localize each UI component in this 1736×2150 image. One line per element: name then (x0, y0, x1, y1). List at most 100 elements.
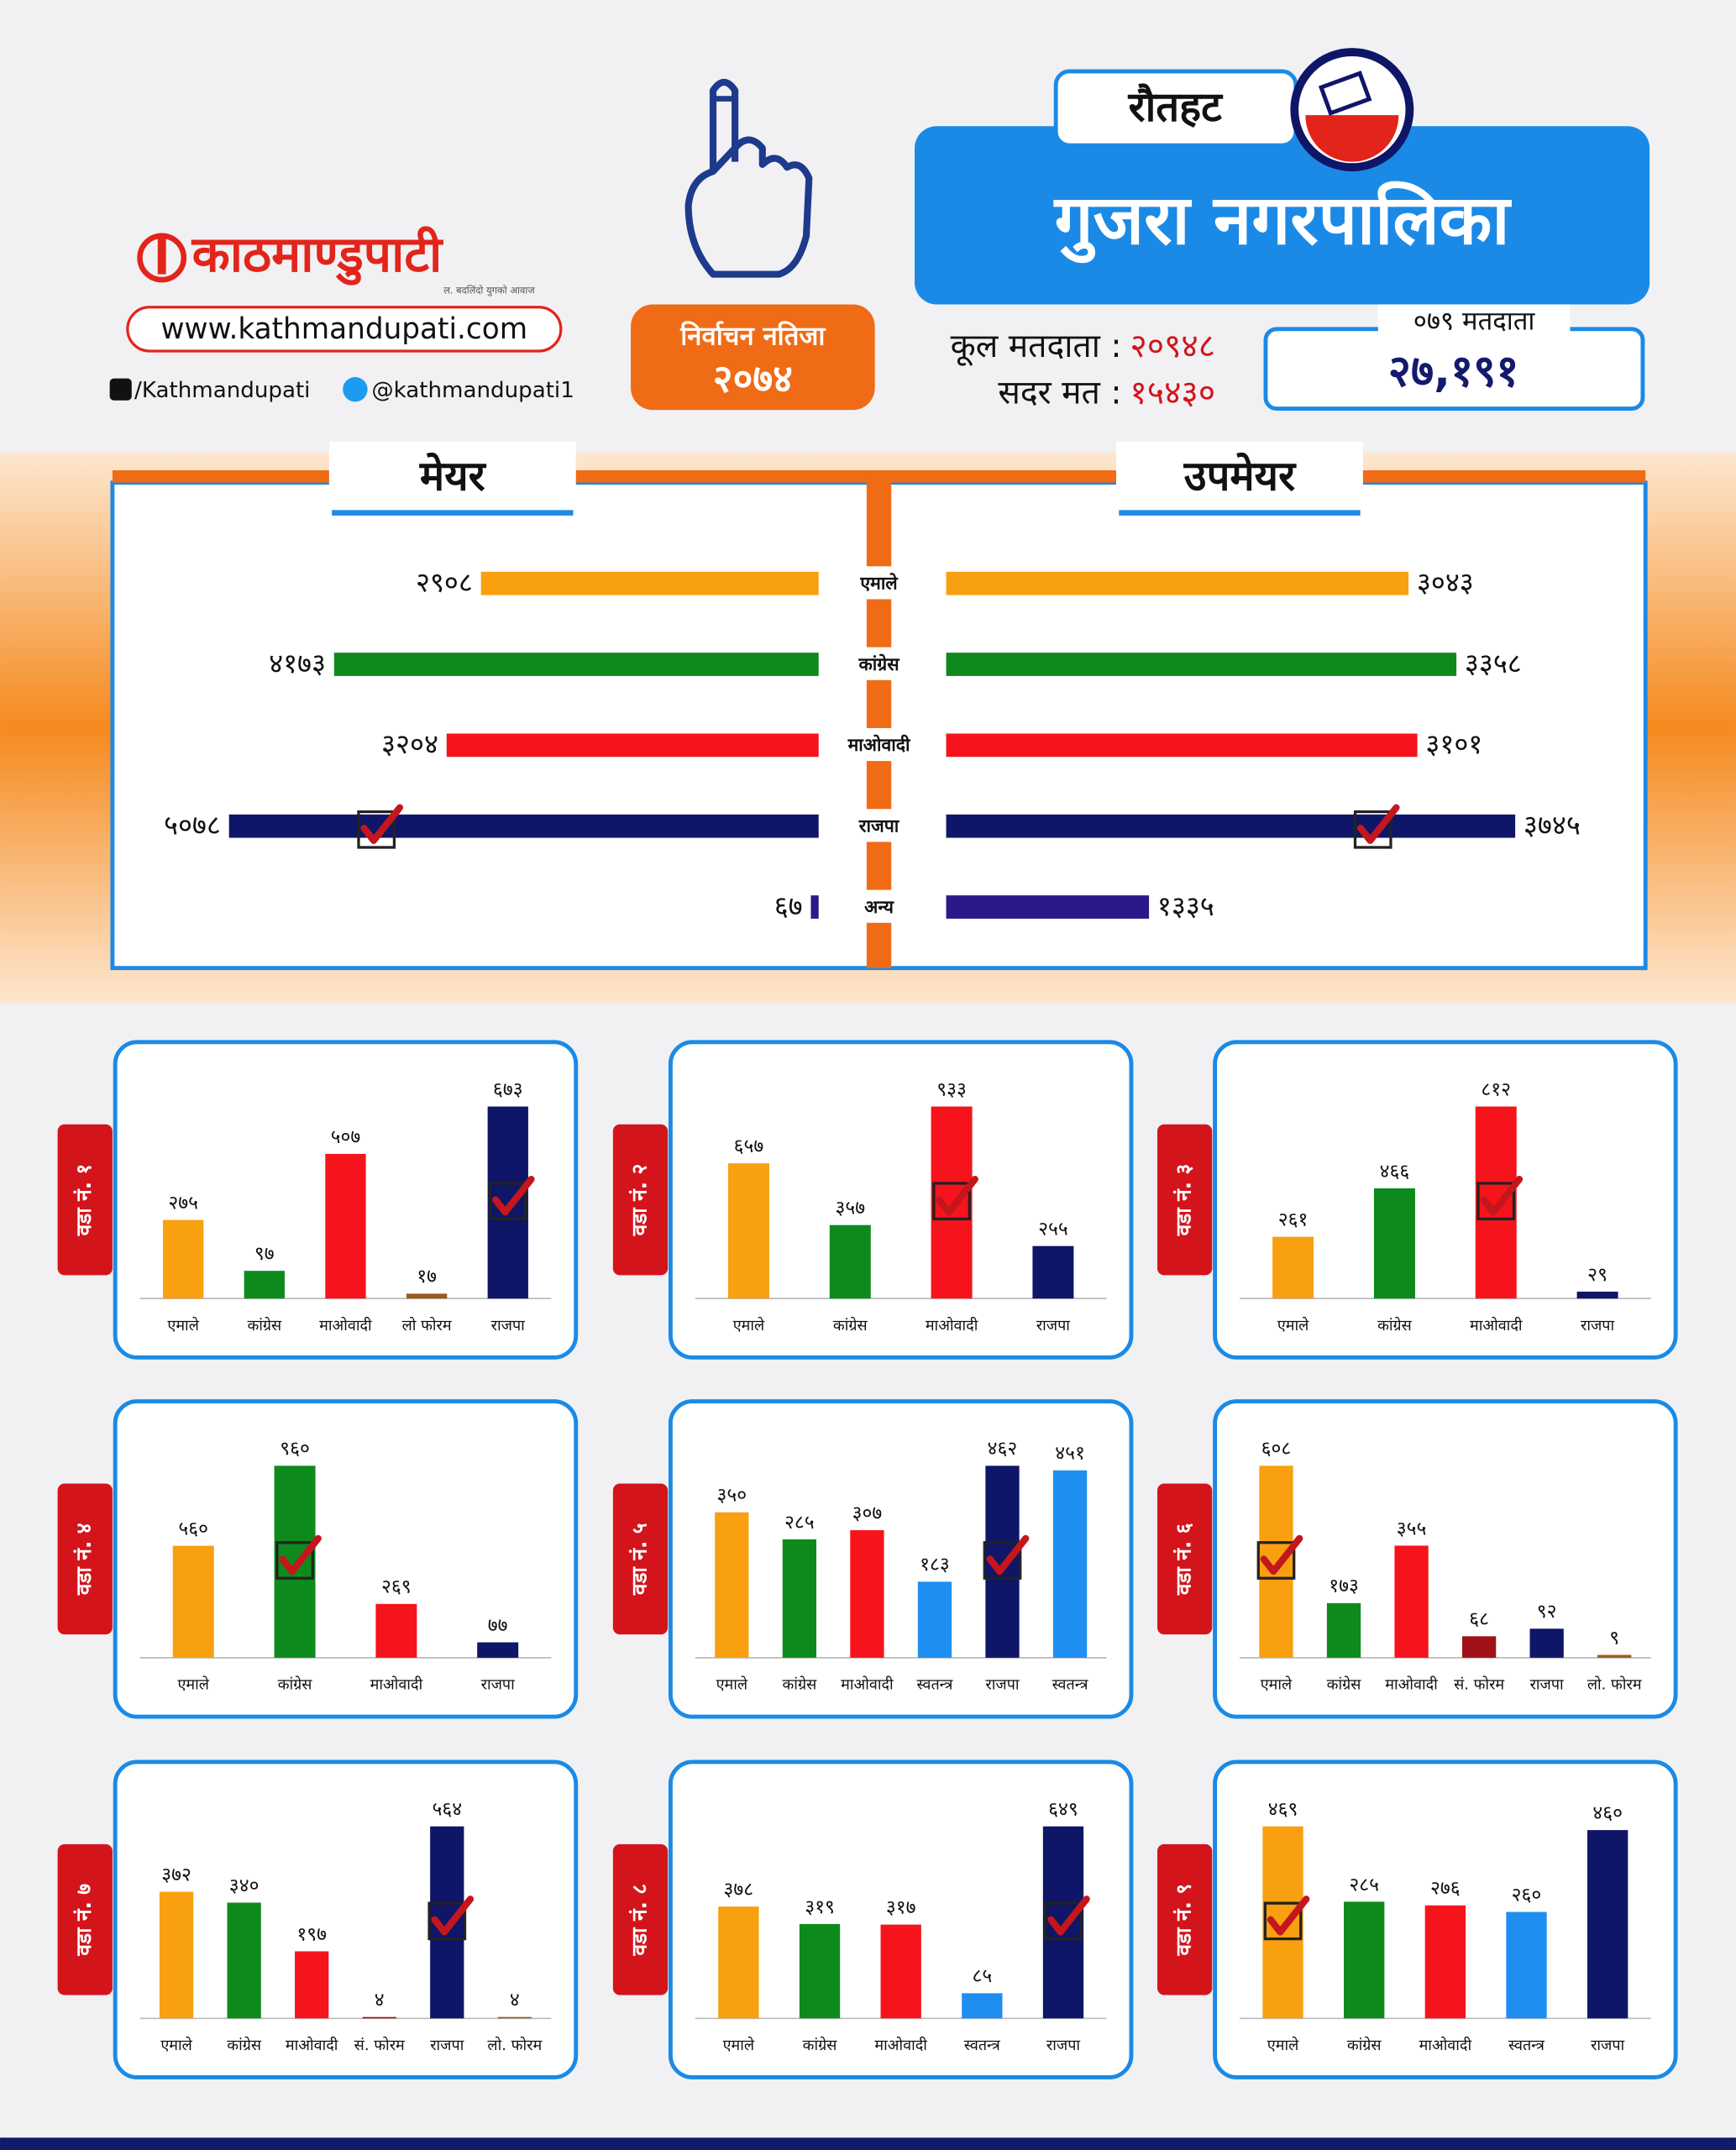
bar (1597, 1654, 1632, 1658)
facebook[interactable]: /Kathmandupati (134, 378, 310, 403)
category-label: कांग्रेस (783, 1675, 818, 1694)
category-label: राजपा (481, 1676, 515, 1694)
website[interactable]: www.kathmandupati.com (161, 312, 528, 346)
value-label: ६५७ (734, 1135, 764, 1157)
value-label: १७ (417, 1266, 437, 1287)
panel-divider (866, 470, 892, 968)
bar (244, 1271, 285, 1299)
value-label: ३५७ (835, 1198, 865, 1219)
value-label: १३३५ (1157, 890, 1214, 922)
bar (1326, 1602, 1361, 1658)
category-label: एमाले (1277, 1316, 1309, 1335)
ward-tag (57, 1843, 113, 1995)
winner-check-box (1476, 1182, 1516, 1221)
category-label: सं. फोरम (354, 2036, 405, 2054)
district: रौतहट (1128, 83, 1225, 131)
category-label: माओवादी (841, 1675, 894, 1694)
vote-finger (684, 78, 813, 278)
value-label: ४५१ (1055, 1443, 1085, 1465)
value-label: ४६९ (1268, 1799, 1298, 1821)
bar (946, 653, 1457, 676)
category-label: राजपा (858, 815, 900, 836)
series-title-underline (332, 510, 574, 516)
value-label: २९ (1587, 1264, 1608, 1286)
bar (782, 1539, 817, 1658)
twitter[interactable]: @kathmandupati1 (371, 378, 574, 403)
bar (880, 1924, 921, 2019)
bar (946, 571, 1409, 595)
bar (295, 1951, 329, 2019)
ward-title: वडा नं. २ (627, 1164, 651, 1237)
category-box (826, 566, 931, 600)
value-label: ६०८ (1261, 1438, 1292, 1460)
value-label: ३७२ (161, 1864, 191, 1885)
bar (1394, 1545, 1429, 1658)
category-label: कांग्रेस (1327, 1675, 1362, 1694)
bar (917, 1581, 952, 1658)
value-label: ४६६ (1380, 1161, 1410, 1182)
ward-charts: वडा नं. १ २७५ एमाले ९७ कांग्रेस ५०७ माओवादी १७ ल… (57, 1040, 1678, 2079)
bar (1587, 1830, 1628, 2019)
bar (406, 1293, 448, 1299)
winner-check (431, 1896, 475, 1936)
ward-tag (57, 1483, 113, 1635)
category-box (826, 889, 931, 923)
ward-panel (1213, 1040, 1678, 1360)
winner-check (1356, 804, 1400, 844)
winner-check-box (1353, 810, 1392, 849)
category-label: एमाले (1261, 1675, 1293, 1694)
winner-check-box (357, 810, 396, 849)
category-label: राजपा (491, 1317, 525, 1335)
category-label: एमाले (733, 1316, 765, 1335)
category-label: एमाले (716, 1675, 748, 1694)
value-label: २६१ (1278, 1209, 1309, 1231)
value-label: ६७ (774, 890, 803, 922)
winner-check-box (932, 1182, 971, 1221)
value-label: ९६० (280, 1438, 310, 1460)
value-label: ३५० (717, 1485, 747, 1507)
tagline: ल. बदलिंदो युगको आवाज (443, 285, 535, 297)
category-label: कांग्रेस (247, 1316, 282, 1335)
category-label: कांग्रेस (1347, 2036, 1382, 2054)
value-label: ९७ (254, 1243, 275, 1265)
municipality-box (915, 126, 1650, 305)
bar (727, 1163, 769, 1299)
ward-title: वडा नं. ७ (71, 1884, 96, 1957)
category-label: एमाले (160, 2036, 192, 2054)
category-label: स्वतन्त्र (1508, 2037, 1545, 2054)
winner-check-box (427, 1901, 467, 1941)
category-label: स्वतन्त्र (917, 1676, 954, 1694)
category-label: एमाले (1267, 2036, 1299, 2054)
value-label: ३०४३ (1417, 567, 1474, 599)
bar (162, 1219, 204, 1299)
ward-tag (57, 1124, 113, 1276)
category-label: कांग्रेस (833, 1316, 868, 1335)
category-label: राजपा (985, 1676, 1019, 1694)
ward-panel (668, 1759, 1134, 2079)
category-label: कांग्रेस (1377, 1316, 1413, 1335)
value-label: ८५ (972, 1965, 992, 1987)
bar (375, 1603, 417, 1658)
bar (829, 1224, 871, 1299)
ward-title: वडा नं. ३ (1172, 1164, 1196, 1237)
value-label: ३३५८ (1465, 648, 1522, 679)
bar (1424, 1905, 1466, 2019)
series-title-box (1116, 441, 1363, 516)
value-label: १७३ (1329, 1576, 1359, 1597)
category-label: माओवादी (370, 1675, 423, 1694)
value-label: ६७३ (493, 1078, 523, 1100)
category-label: कांग्रेस (227, 2036, 262, 2054)
bar (497, 2016, 532, 2019)
bar (325, 1153, 366, 1299)
value-label: ३०७ (852, 1502, 883, 1524)
bar (718, 1906, 759, 2019)
value-label: २७६ (1430, 1878, 1461, 1900)
value-label: ३१७ (886, 1897, 916, 1919)
category-label: लो फोरम (402, 1316, 452, 1335)
voters-079-label-bg (1377, 304, 1571, 340)
total-voters-label: कूल मतदाता : (951, 328, 1122, 366)
value-label: १९७ (296, 1923, 327, 1945)
winner-check (1047, 1896, 1090, 1936)
badge-year: २०७४ (713, 356, 793, 401)
